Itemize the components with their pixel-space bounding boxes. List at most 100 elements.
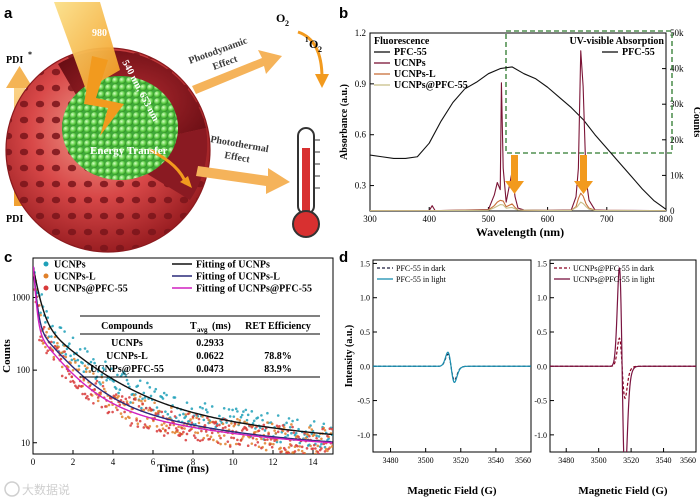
- data-point-c: [236, 410, 239, 413]
- data-point-c: [134, 398, 137, 401]
- data-point-c: [107, 410, 111, 414]
- data-point-c: [143, 399, 147, 402]
- data-point-c: [150, 408, 154, 412]
- legend-marker-c: [43, 285, 49, 291]
- axes-c: 0 2 4 6 8 10 12 14 10 100 1000: [12, 293, 318, 467]
- data-point-c: [257, 445, 261, 449]
- y-tick-label-d: -0.5: [357, 397, 370, 406]
- data-point-c: [114, 406, 118, 409]
- data-point-c: [224, 426, 227, 429]
- data-point-c: [124, 397, 128, 401]
- data-point-c: [185, 432, 189, 436]
- data-point-c: [63, 330, 66, 333]
- data-point-c: [250, 442, 254, 445]
- data-point-c: [129, 424, 132, 427]
- data-point-c: [293, 433, 297, 437]
- data-point-c: [182, 412, 185, 416]
- data-point-c: [64, 353, 68, 356]
- data-point-c: [160, 423, 164, 427]
- data-point-c: [290, 431, 293, 435]
- legend-d: PFC-55 in dark PFC-55 in light UCNPs@PFC-5…: [377, 264, 655, 284]
- data-point-c: [246, 444, 250, 447]
- legend-label-c: UCNPs: [54, 260, 86, 271]
- data-point-c: [266, 421, 269, 424]
- pdi-excited-superscript: *: [28, 50, 32, 59]
- data-point-c: [147, 408, 150, 412]
- data-point-c: [200, 429, 203, 433]
- table-cell: 0.0473: [196, 364, 224, 375]
- data-point-c: [279, 446, 282, 450]
- data-point-c: [38, 338, 41, 342]
- data-point-c: [316, 444, 320, 448]
- data-point-c: [242, 435, 245, 438]
- data-point-c: [74, 361, 77, 364]
- data-point-c: [183, 427, 186, 430]
- data-point-c: [178, 413, 182, 417]
- data-point-c: [297, 448, 300, 452]
- data-point-c: [140, 399, 143, 403]
- y2-tick-label-b: 30k: [670, 99, 684, 109]
- series-line-b: [370, 66, 666, 210]
- data-point-c: [232, 436, 236, 440]
- data-point-c: [195, 416, 198, 419]
- data-point-c: [226, 440, 230, 443]
- data-point-c: [210, 405, 214, 408]
- data-point-c: [153, 390, 156, 393]
- data-point-c: [237, 422, 240, 426]
- data-point-c: [315, 434, 318, 438]
- x-axis-title-b: Wavelength (nm): [476, 225, 564, 239]
- photothermal-arrow: [196, 166, 290, 194]
- data-point-c: [190, 421, 194, 424]
- data-point-c: [274, 431, 278, 435]
- legend-label-c: Fitting of UCNPs: [196, 260, 270, 271]
- data-point-c: [78, 348, 82, 351]
- data-point-c: [179, 432, 183, 436]
- data-point-c: [206, 410, 209, 414]
- data-point-c: [114, 387, 118, 390]
- pdi-ground-label: PDI: [6, 214, 23, 225]
- data-point-c: [296, 444, 299, 448]
- data-point-c: [153, 401, 156, 405]
- data-point-c: [143, 423, 147, 426]
- data-point-c: [161, 397, 165, 400]
- data-point-c: [167, 426, 171, 430]
- data-point-c: [118, 388, 122, 391]
- data-point-c: [90, 367, 94, 370]
- data-point-c: [323, 450, 327, 453]
- data-point-c: [86, 395, 89, 398]
- data-point-c: [210, 431, 214, 435]
- data-point-c: [104, 405, 107, 408]
- data-point-c: [294, 431, 298, 435]
- data-point-c: [327, 447, 330, 451]
- data-point-c: [322, 442, 326, 446]
- fit-line-c: [33, 267, 333, 436]
- data-point-c: [212, 438, 215, 442]
- data-point-c: [164, 410, 167, 413]
- fit-line-c: [33, 266, 333, 444]
- data-point-c: [296, 418, 299, 422]
- data-point-c: [239, 438, 243, 442]
- legend-marker-c: [43, 261, 49, 267]
- data-point-c: [71, 336, 75, 340]
- data-point-c: [83, 364, 87, 368]
- data-point-c: [155, 406, 159, 409]
- legend-label-c: UCNPs@PFC-55: [54, 284, 128, 295]
- plot-frame-b: [369, 32, 667, 212]
- plot-frame-d1: [372, 259, 532, 453]
- data-point-c: [138, 419, 142, 423]
- data-point-c: [142, 408, 146, 412]
- data-point-c: [171, 430, 174, 434]
- data-point-c: [218, 434, 221, 438]
- data-point-c: [309, 444, 312, 448]
- data-point-c: [148, 425, 152, 428]
- data-point-c: [270, 422, 274, 426]
- legend-label-d: PFC-55 in light: [396, 275, 447, 284]
- data-point-c: [316, 450, 320, 454]
- table-header: T: [190, 321, 197, 332]
- data-point-c: [309, 424, 312, 427]
- data-point-c: [254, 443, 257, 447]
- data-point-c: [250, 425, 254, 429]
- data-point-c: [60, 365, 64, 369]
- singlet-oxygen-subscript: 2: [318, 45, 322, 54]
